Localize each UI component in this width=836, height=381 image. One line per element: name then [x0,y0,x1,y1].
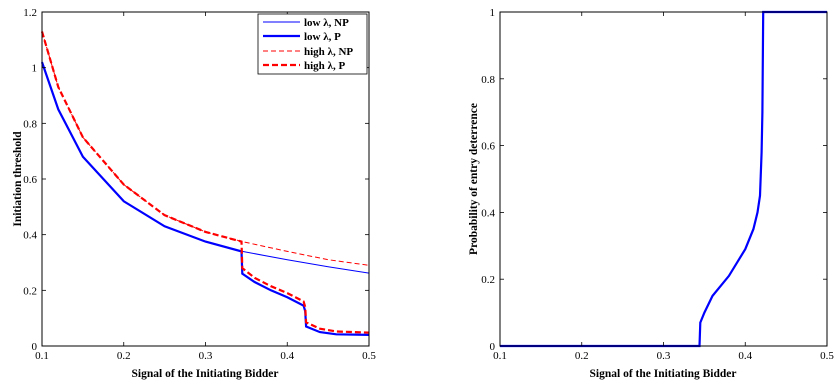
left-x-axis-label: Signal of the Initiating Bidder [132,368,279,380]
left-y-tick-label: 1 [32,63,38,75]
left-series-line-1 [40,61,370,336]
right-chart: 0.1 0.2 0.3 0.4 0.5 0 0.2 0.4 0.6 0.8 1 Signal of … [468,7,834,380]
right-x-tick-label: 0.4 [738,350,752,362]
legend-label-low-p: low λ, P [304,31,341,43]
left-chart-series [40,31,370,336]
right-x-axis-label: Signal of the Initiating Bidder [590,368,737,380]
left-series-line-2 [41,31,370,266]
left-y-tick-label: 0 [32,341,38,353]
left-x-tick-label: 0.2 [117,350,131,362]
right-y-tick-label: 1 [490,7,496,19]
left-y-tick-label: 1.2 [23,7,37,19]
right-y-tick-label: 0.2 [481,274,495,286]
right-y-axis-label: Probability of entry deterrence [468,103,480,255]
legend: low λ, NP low λ, P high λ, NP high λ, P [257,13,368,75]
legend-label-high-p: high λ, P [304,60,345,72]
left-series-line-3 [40,31,370,334]
right-chart-series [500,10,827,348]
right-y-tick-label: 0 [490,341,496,353]
left-y-tick-label: 0.2 [23,285,37,297]
left-chart-ticks: 0.1 0.2 0.3 0.4 0.5 0 0.2 0.4 0.6 0.8 1 1.2 [23,7,376,362]
legend-label-high-np: high λ, NP [304,46,353,58]
left-chart: 0.1 0.2 0.3 0.4 0.5 0 0.2 0.4 0.6 0.8 1 1.2 Signal … [12,7,376,380]
right-y-tick-label: 0.8 [481,74,495,86]
right-chart-ticks: 0.1 0.2 0.3 0.4 0.5 0 0.2 0.4 0.6 0.8 1 [481,7,834,362]
right-series-line-0 [500,10,827,348]
right-y-tick-label: 0.6 [481,141,495,153]
left-y-tick-label: 0.4 [23,230,37,242]
left-x-tick-label: 0.1 [35,350,49,362]
right-x-tick-label: 0.5 [820,350,834,362]
left-x-tick-label: 0.5 [362,350,376,362]
left-y-tick-label: 0.6 [23,174,37,186]
left-y-axis-label: Initiation threshold [12,131,24,227]
left-y-tick-label: 0.8 [23,118,37,130]
right-y-tick-label: 0.4 [481,207,495,219]
right-x-tick-label: 0.2 [575,350,589,362]
right-x-tick-label: 0.1 [493,350,507,362]
left-x-tick-label: 0.4 [280,350,294,362]
right-x-tick-label: 0.3 [657,350,671,362]
legend-label-low-np: low λ, NP [304,17,349,29]
left-x-tick-label: 0.3 [199,350,213,362]
right-plot-frame [499,11,828,347]
